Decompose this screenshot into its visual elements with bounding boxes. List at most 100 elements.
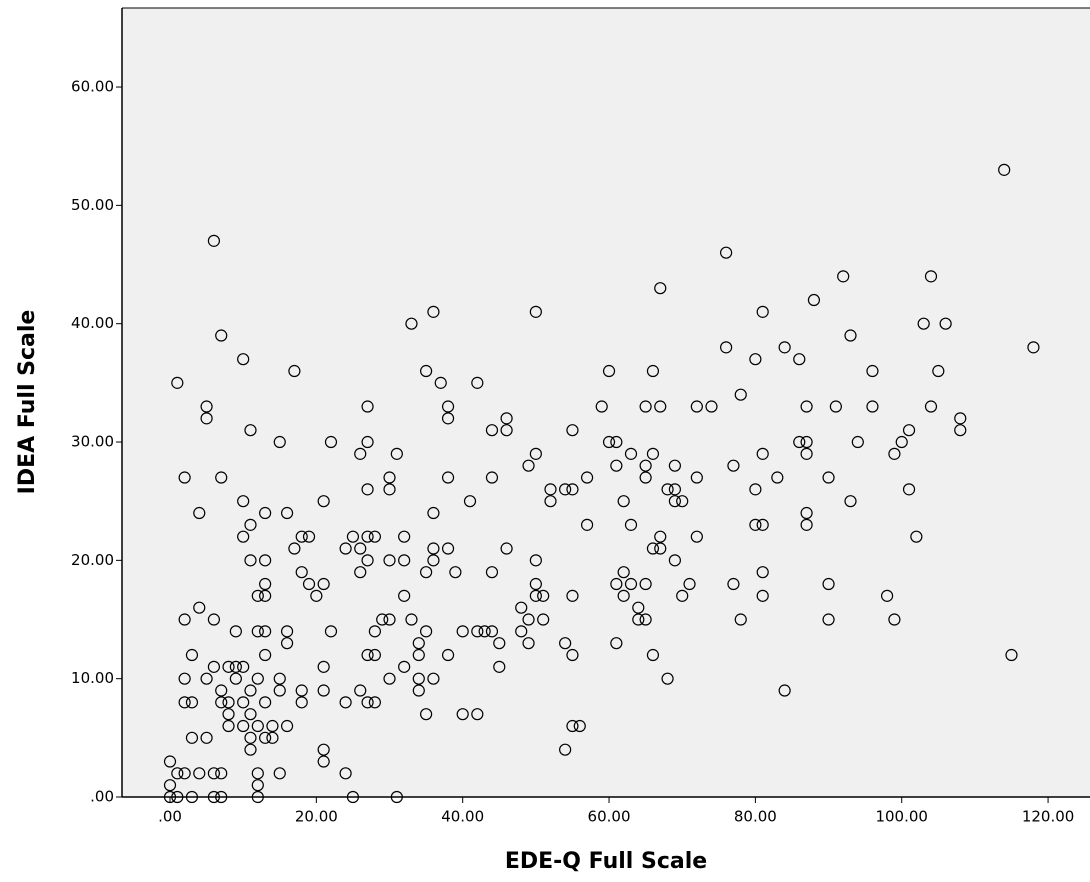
point — [244, 684, 257, 697]
point — [361, 435, 374, 449]
x-tick-label: 60.00 — [588, 808, 631, 826]
point — [317, 660, 330, 673]
point — [361, 530, 374, 543]
point — [749, 518, 762, 531]
point — [222, 660, 235, 673]
point — [383, 483, 396, 496]
point — [266, 719, 279, 733]
point — [924, 270, 938, 283]
point — [544, 495, 557, 508]
point — [910, 530, 923, 543]
point — [756, 566, 769, 579]
point — [259, 696, 272, 709]
point — [624, 518, 638, 531]
point — [259, 589, 272, 602]
point — [383, 471, 396, 484]
point — [273, 767, 286, 780]
point — [171, 767, 184, 780]
point — [288, 542, 301, 555]
point — [500, 424, 513, 437]
point — [932, 364, 945, 378]
point — [463, 495, 477, 508]
point — [529, 577, 542, 591]
point — [515, 601, 528, 614]
point — [646, 648, 660, 662]
point — [368, 696, 381, 709]
point — [573, 719, 586, 733]
point — [354, 542, 367, 555]
point — [200, 412, 213, 425]
point — [317, 577, 330, 591]
point — [361, 554, 374, 567]
point — [229, 672, 242, 685]
point — [902, 424, 916, 437]
point — [1005, 648, 1018, 662]
point — [339, 542, 352, 555]
point — [317, 495, 330, 508]
point — [566, 483, 579, 496]
point — [449, 566, 462, 579]
point — [280, 637, 294, 650]
point — [427, 506, 440, 520]
point — [690, 471, 703, 484]
point — [485, 471, 499, 484]
point — [602, 364, 616, 378]
point — [237, 495, 250, 508]
point — [273, 672, 286, 685]
point — [522, 459, 535, 472]
point — [229, 660, 242, 673]
point — [229, 625, 242, 638]
point — [500, 412, 513, 425]
point — [844, 495, 857, 508]
point — [610, 435, 623, 449]
point — [544, 483, 557, 496]
point — [420, 364, 433, 378]
point — [295, 566, 308, 579]
point — [324, 435, 338, 449]
point — [485, 424, 499, 437]
point — [493, 637, 506, 650]
point — [259, 625, 272, 638]
point — [559, 483, 572, 496]
point — [222, 719, 235, 733]
point — [280, 625, 294, 638]
point — [193, 767, 206, 780]
x-tick-label: 20.00 — [295, 808, 338, 826]
point — [654, 400, 667, 413]
point — [412, 637, 425, 650]
point — [727, 459, 740, 472]
point — [427, 554, 440, 567]
point — [163, 790, 177, 804]
point — [259, 554, 272, 567]
point — [595, 400, 608, 413]
point — [383, 613, 396, 626]
point — [646, 542, 660, 555]
point — [676, 589, 689, 602]
point — [412, 648, 425, 662]
point — [215, 767, 228, 780]
point — [251, 767, 264, 780]
point — [178, 767, 191, 780]
point — [580, 518, 594, 531]
point — [580, 471, 594, 484]
point — [244, 424, 257, 437]
point — [668, 483, 681, 496]
point — [610, 459, 623, 472]
y-tick-label: 60.00 — [71, 78, 114, 96]
point — [259, 731, 272, 744]
point — [441, 648, 455, 662]
point — [207, 767, 221, 780]
point — [427, 542, 440, 555]
point — [288, 364, 301, 378]
point — [215, 684, 228, 697]
point — [215, 696, 228, 709]
point — [361, 648, 374, 662]
point — [456, 708, 469, 721]
point — [690, 400, 703, 413]
point — [207, 613, 221, 626]
point — [639, 471, 652, 484]
point — [749, 353, 762, 366]
point — [624, 577, 638, 591]
x-axis-label: EDE-Q Full Scale — [505, 849, 707, 874]
point — [610, 637, 623, 650]
